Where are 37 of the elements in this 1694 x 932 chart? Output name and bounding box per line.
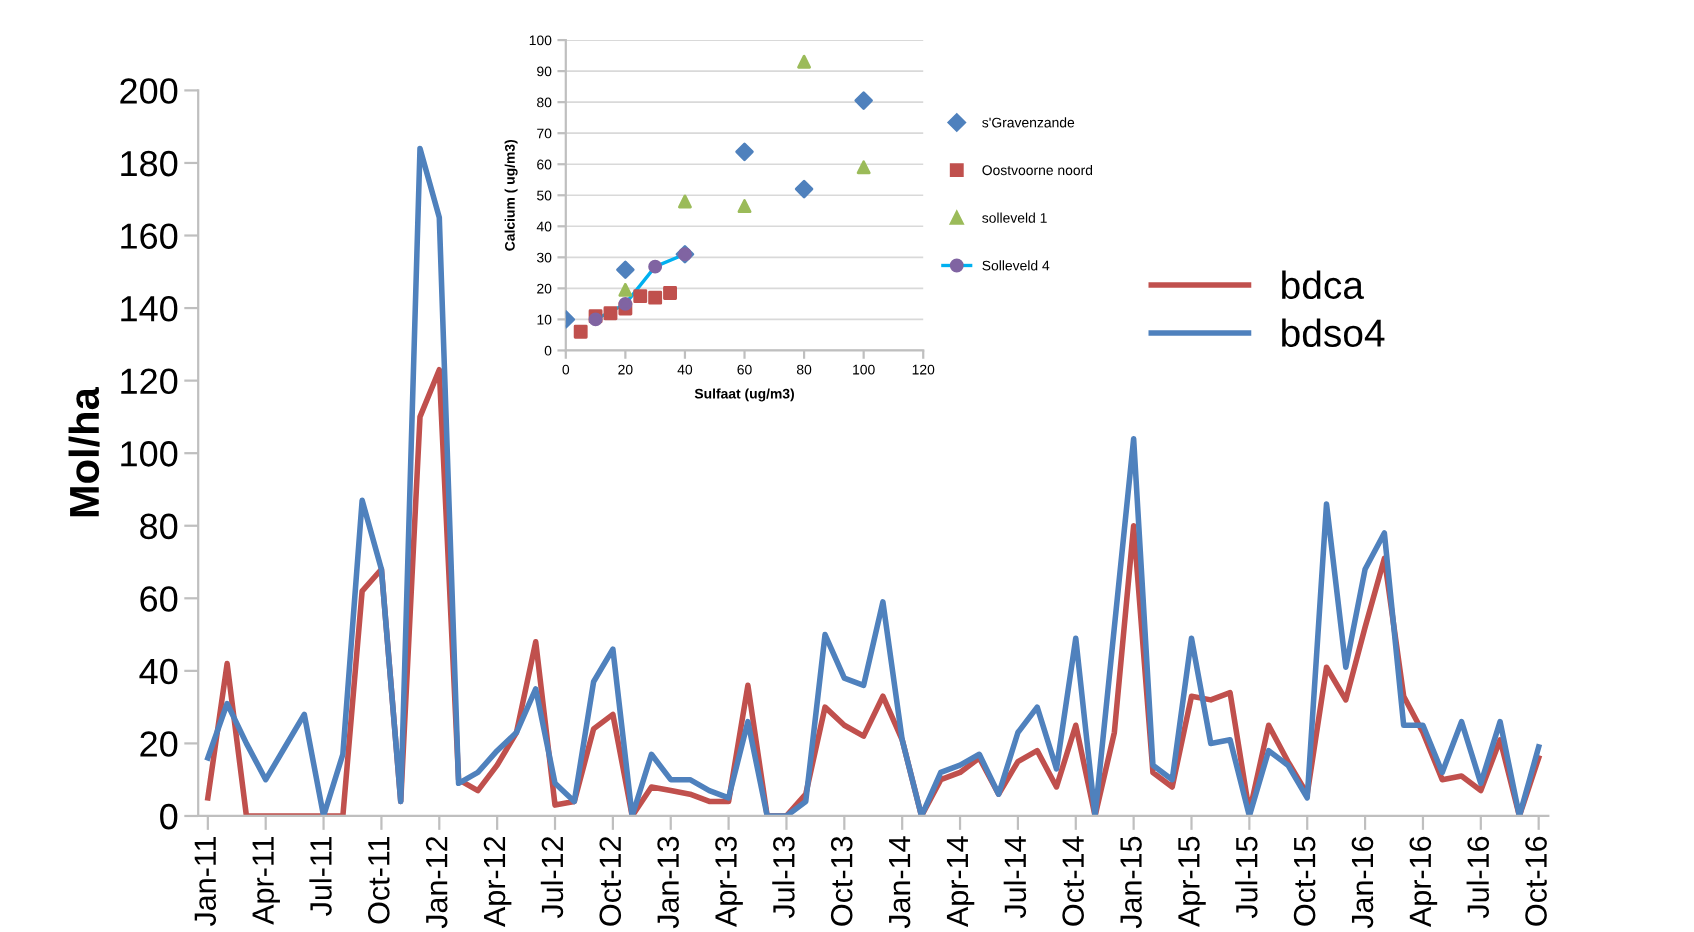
y-tick-label: 80 [140,513,178,540]
y-tick-label: 0 [160,803,178,830]
x-tick-label: Jan-12 [425,836,448,929]
x-tick-label: Jan-11 [194,836,217,927]
x-tick-label: Jul-15 [1235,836,1258,919]
y-tick-label: 20 [140,731,178,757]
x-tick-label: Oct-14 [1062,836,1084,926]
y-tick-label: 40 [139,658,178,685]
legend-label: bdso4 [1282,318,1385,347]
x-tick-label: Jul-16 [1466,836,1490,919]
x-tick-label: Apr-14 [946,836,975,928]
y-tick-label: 60 [140,586,178,612]
x-tick-label: Jan-15 [1120,836,1142,929]
y-tick-label: 140 [121,295,178,322]
x-tick-label: Jan-14 [889,836,911,929]
x-tick-label: Apr-13 [715,836,743,928]
x-tick-label: Jul-12 [540,836,564,919]
x-tick-label: Apr-16 [1409,836,1438,928]
x-tick-label: Oct-11 [367,836,390,924]
y-tick-label: 180 [121,150,178,177]
x-tick-label: Jan-13 [657,836,679,929]
y-tick-label: 160 [121,223,178,249]
x-tick-label: Oct-15 [1293,836,1316,926]
x-tick-label: Apr-12 [483,836,512,928]
x-tick-label: Jan-16 [1351,836,1374,929]
x-tick-label: Jul-11 [309,836,332,916]
y-tick-label: 200 [120,78,178,104]
x-tick-label: Jul-13 [772,836,795,919]
y-axis-title: Mol/ha [68,386,100,517]
legend-label: bdca [1282,270,1364,300]
x-tick-label: Apr-15 [1178,836,1206,928]
y-tick-label: 100 [121,441,178,467]
x-tick-label: Oct-12 [599,836,622,926]
x-tick-label: Oct-13 [830,836,853,926]
x-tick-label: Jul-14 [1003,836,1027,919]
x-tick-label: Apr-11 [252,836,280,925]
x-tick-label: Oct-16 [1525,836,1547,926]
